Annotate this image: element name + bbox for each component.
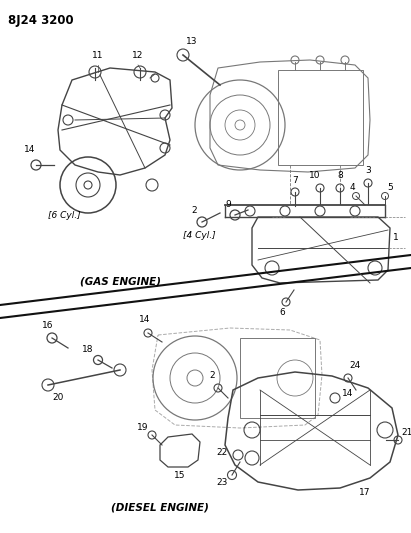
Text: 3: 3: [365, 166, 371, 175]
Text: 16: 16: [42, 321, 54, 330]
Text: 5: 5: [387, 183, 393, 192]
Text: (DIESEL ENGINE): (DIESEL ENGINE): [111, 502, 209, 512]
Text: 24: 24: [349, 361, 360, 370]
Text: [6 Cyl.]: [6 Cyl.]: [48, 211, 81, 220]
Text: 22: 22: [216, 448, 228, 457]
Text: 1: 1: [393, 233, 399, 242]
Text: [4 Cyl.]: [4 Cyl.]: [183, 231, 216, 240]
Text: 18: 18: [82, 345, 94, 354]
Text: 15: 15: [174, 471, 186, 480]
Bar: [240, 338, 315, 418]
Text: 20: 20: [52, 393, 64, 402]
Text: 19: 19: [137, 423, 149, 432]
Bar: [278, 70, 363, 165]
Text: 2: 2: [209, 371, 215, 380]
Text: 23: 23: [216, 478, 228, 487]
Text: 6: 6: [279, 308, 285, 317]
Text: 13: 13: [186, 37, 198, 46]
Text: 2: 2: [191, 206, 197, 215]
Text: 14: 14: [24, 145, 36, 154]
Text: 14: 14: [139, 315, 151, 324]
Text: 7: 7: [292, 176, 298, 185]
Text: 4: 4: [349, 183, 355, 192]
Text: 14: 14: [342, 389, 354, 398]
Text: 8: 8: [337, 171, 343, 180]
Text: 11: 11: [92, 51, 104, 60]
Text: 12: 12: [132, 51, 144, 60]
Text: 10: 10: [309, 171, 321, 180]
Text: 8J24 3200: 8J24 3200: [8, 14, 74, 27]
Text: 21: 21: [401, 428, 411, 437]
Text: 9: 9: [225, 200, 231, 209]
Text: (GAS ENGINE): (GAS ENGINE): [79, 277, 161, 287]
Text: 17: 17: [359, 488, 371, 497]
